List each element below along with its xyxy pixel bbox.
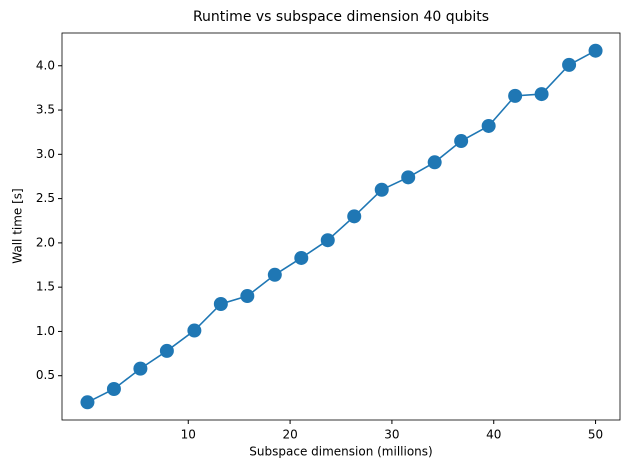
x-tick-label: 40 [486,428,501,442]
point [80,395,95,410]
point [267,267,282,282]
point [213,296,228,311]
point [240,289,255,304]
point [320,233,335,248]
point [294,250,309,265]
point [588,43,603,58]
point [106,382,121,397]
point [401,170,416,185]
y-tick-label: 2.5 [36,191,55,205]
point [347,209,362,224]
y-tick-label: 3.5 [36,103,55,117]
point [159,343,174,358]
point [454,134,469,149]
chart-title: Runtime vs subspace dimension 40 qubits [193,9,489,25]
plot-frame [61,32,621,421]
x-tick-label: 20 [282,428,297,442]
point [427,155,442,170]
point [374,182,389,197]
y-tick-label: 3.0 [36,147,55,161]
x-tick-label: 30 [384,428,399,442]
point [481,118,496,133]
x-tick-label: 10 [181,428,196,442]
y-axis-label: Wall time [s] [11,188,25,263]
x-axis-label: Subspace dimension (millions) [249,445,432,459]
point [133,361,148,376]
y-tick-label: 4.0 [36,58,55,72]
y-tick-label: 0.5 [36,368,55,382]
point [508,88,523,103]
y-tick-label: 1.5 [36,280,55,294]
x-tick-label: 50 [588,428,603,442]
point [562,57,577,72]
point [534,87,549,102]
point [187,323,202,338]
y-tick-label: 1.0 [36,324,55,338]
y-tick-label: 2.0 [36,235,55,249]
